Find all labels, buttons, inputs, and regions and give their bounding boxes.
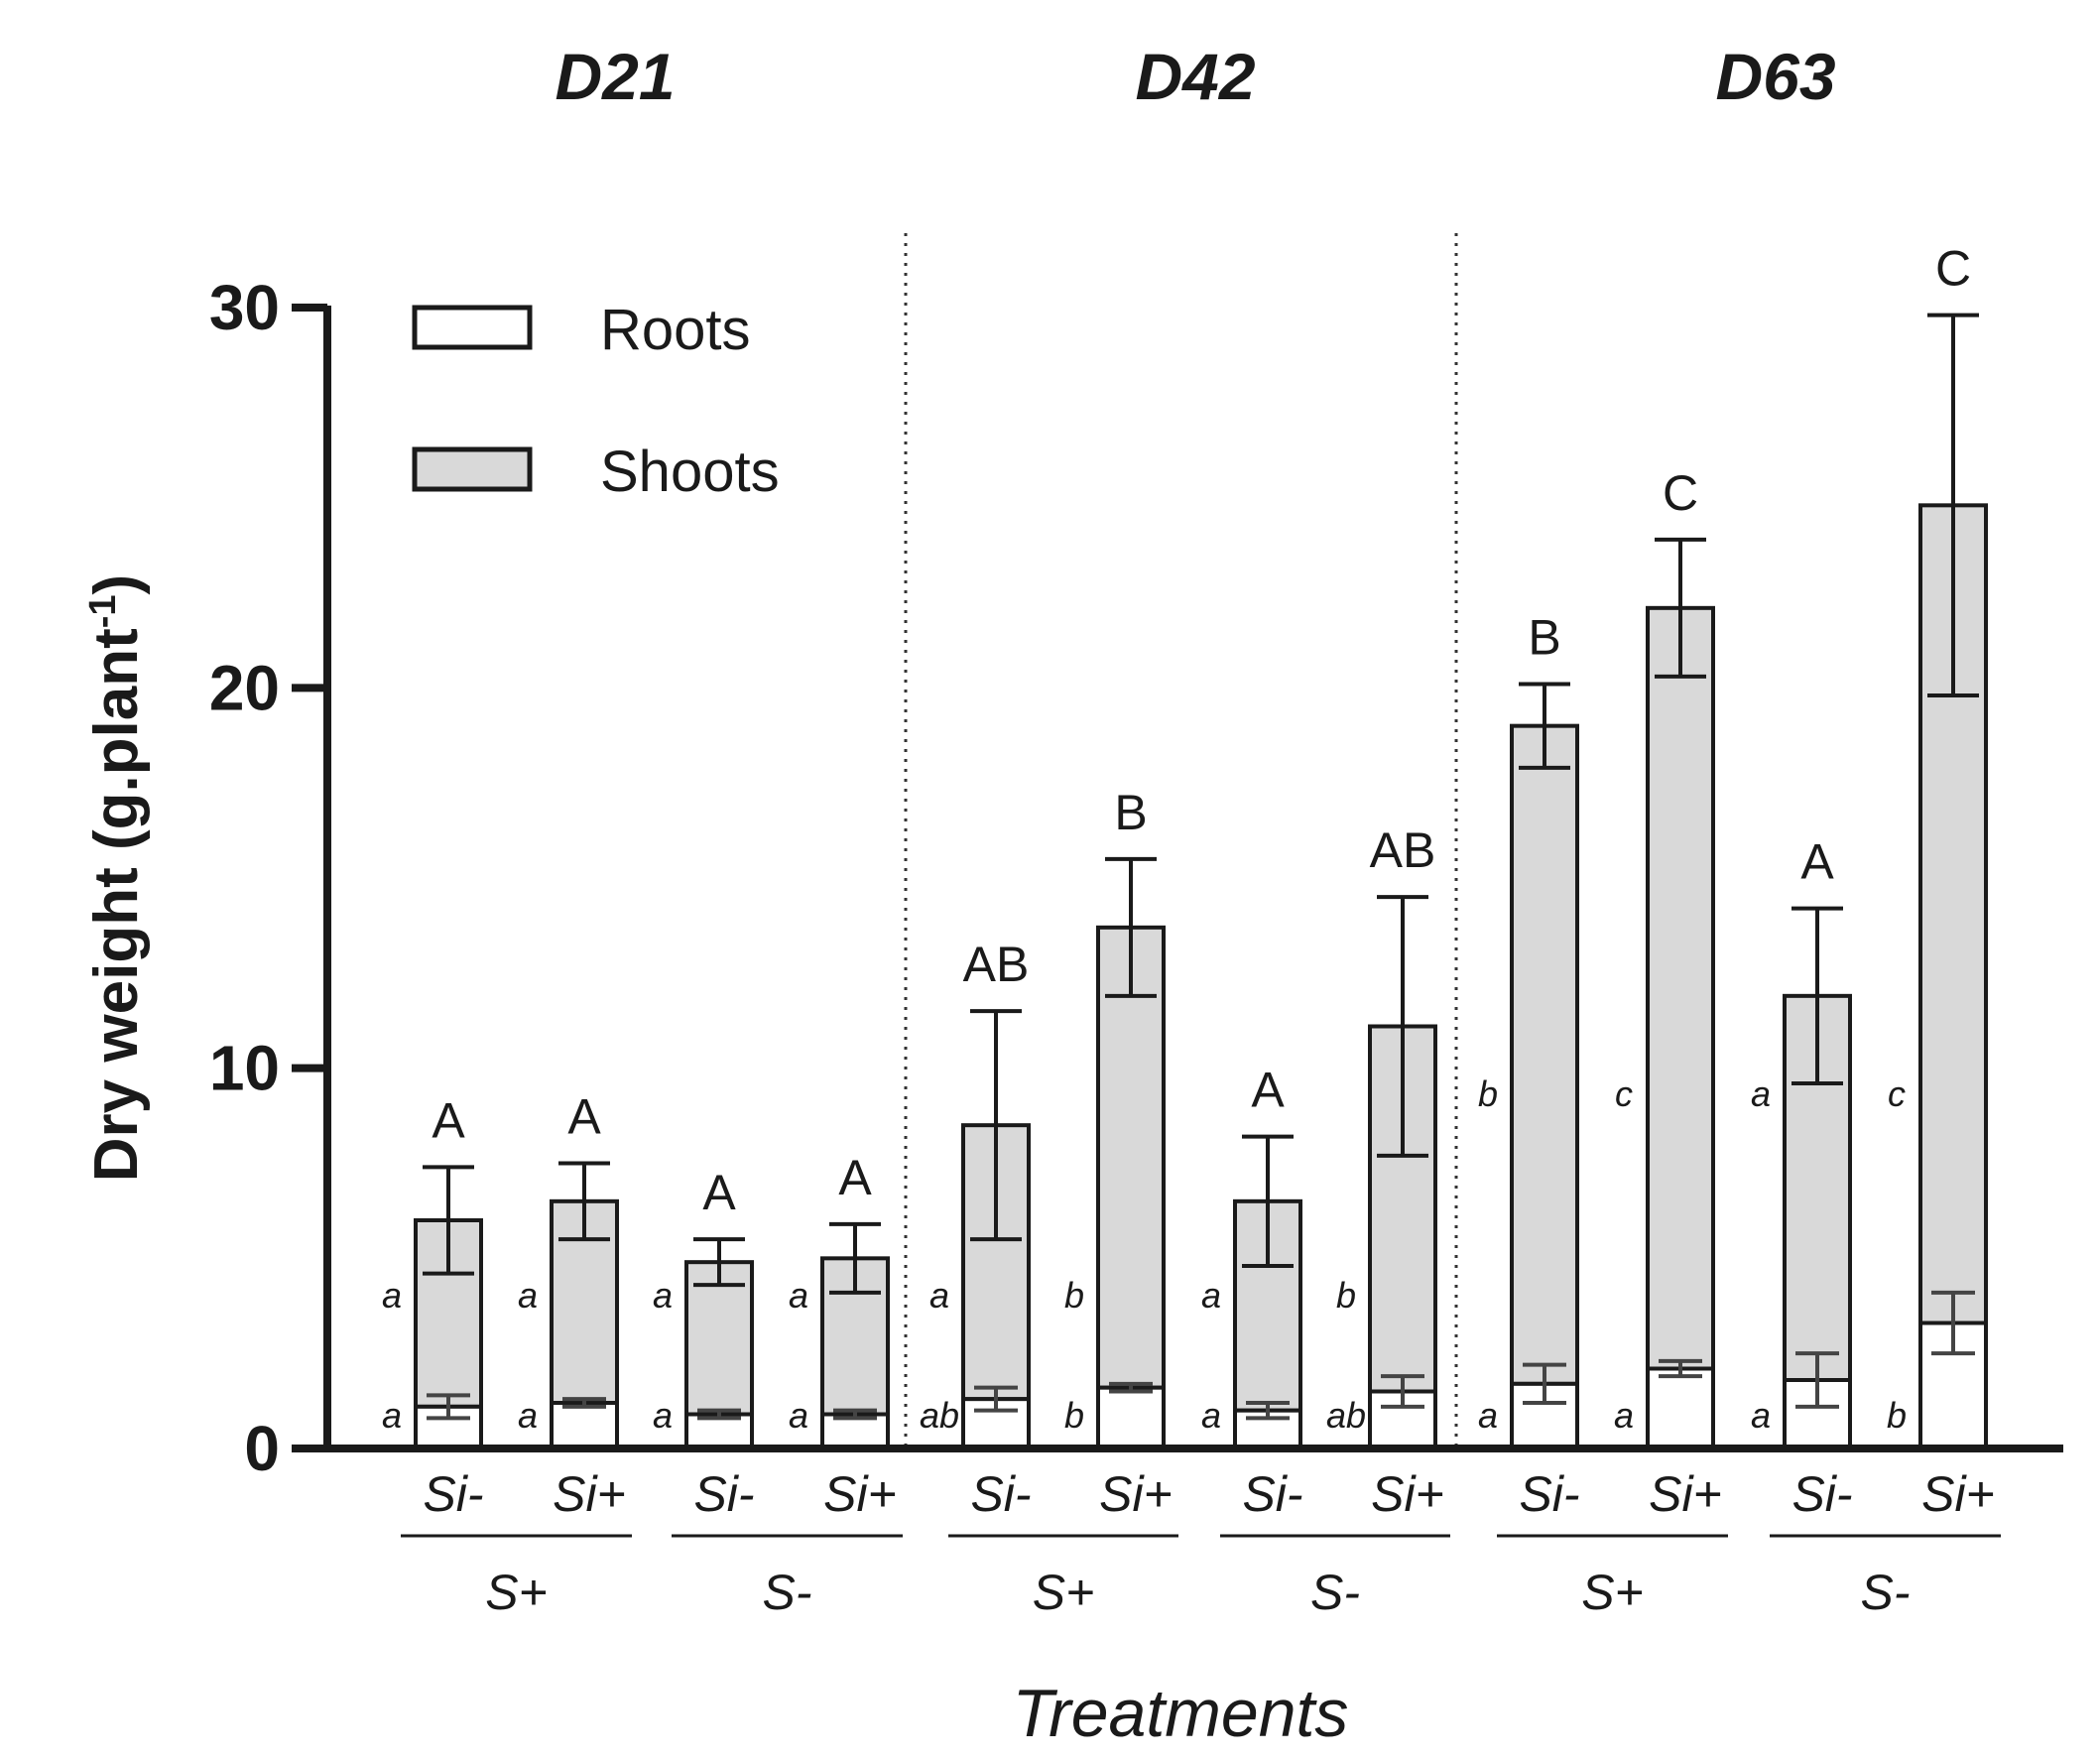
s-treatment-label: S+ <box>1033 1565 1095 1620</box>
shoot-bar-segment <box>1646 605 1715 1371</box>
y-tick-label: 30 <box>209 272 280 343</box>
significance-letter-total: B <box>1114 785 1147 840</box>
day-title-d21: D21 <box>555 40 675 113</box>
significance-letter-shoots: a <box>382 1275 402 1316</box>
si-treatment-label: Si- <box>423 1466 483 1522</box>
significance-letter-shoots: a <box>929 1275 949 1316</box>
significance-letter-total: A <box>567 1089 601 1145</box>
significance-letter-shoots: c <box>1615 1073 1633 1114</box>
significance-letter-total: B <box>1528 610 1560 666</box>
root-bar-segment <box>550 1401 619 1450</box>
significance-letter-shoots: a <box>518 1275 538 1316</box>
significance-letter-roots: ab <box>1326 1395 1366 1436</box>
significance-letter-roots: b <box>1887 1395 1907 1436</box>
significance-letter-roots: a <box>518 1395 538 1436</box>
x-axis-label: Treatments <box>1013 1676 1349 1751</box>
si-treatment-label: Si+ <box>1371 1466 1444 1522</box>
significance-letter-roots: ab <box>920 1395 959 1436</box>
significance-letter-shoots: a <box>1201 1275 1221 1316</box>
significance-letter-roots: a <box>1478 1395 1498 1436</box>
significance-letter-total: A <box>838 1150 872 1205</box>
legend-swatch-roots <box>412 305 533 350</box>
significance-letter-shoots: a <box>1751 1073 1771 1114</box>
s-treatment-label: S+ <box>485 1565 548 1620</box>
significance-letter-shoots: b <box>1064 1275 1084 1316</box>
root-bar-segment <box>1510 1381 1579 1451</box>
s-treatment-label: S- <box>763 1565 812 1620</box>
significance-letter-roots: a <box>1201 1395 1221 1436</box>
legend-label-shoots: Shoots <box>600 440 780 504</box>
day-title-d63: D63 <box>1715 40 1835 113</box>
day-title-d42: D42 <box>1135 40 1255 113</box>
significance-letter-shoots: c <box>1888 1073 1906 1114</box>
legend-swatch-shoots <box>412 446 533 492</box>
s-treatment-label: S- <box>1861 1565 1911 1620</box>
root-bar-segment <box>1646 1366 1715 1450</box>
significance-letter-roots: b <box>1064 1395 1084 1436</box>
si-treatment-label: Si+ <box>823 1466 897 1522</box>
y-tick-label: 0 <box>244 1413 280 1484</box>
si-treatment-label: Si+ <box>553 1466 626 1522</box>
si-treatment-label: Si+ <box>1921 1466 1995 1522</box>
s-treatment-label: S- <box>1310 1565 1360 1620</box>
significance-letter-shoots: b <box>1478 1073 1498 1114</box>
significance-letter-shoots: a <box>653 1275 673 1316</box>
y-axis-label: Dry weight (g.plant-1) <box>82 574 151 1182</box>
si-treatment-label: Si- <box>1519 1466 1579 1522</box>
y-tick-label: 10 <box>209 1033 280 1104</box>
significance-letter-roots: a <box>382 1395 402 1436</box>
significance-letter-total: A <box>432 1092 465 1148</box>
si-treatment-label: Si- <box>970 1466 1031 1522</box>
significance-letter-total: AB <box>1370 822 1436 878</box>
significance-letter-shoots: b <box>1336 1275 1356 1316</box>
significance-letter-roots: a <box>653 1395 673 1436</box>
significance-letter-total: A <box>1251 1063 1285 1118</box>
significance-letter-total: A <box>1800 834 1834 890</box>
si-treatment-label: Si- <box>1242 1466 1302 1522</box>
shoot-bar-segment <box>1510 723 1579 1386</box>
significance-letter-roots: a <box>1614 1395 1634 1436</box>
significance-letter-total: C <box>1935 241 1971 297</box>
si-treatment-label: Si+ <box>1649 1466 1722 1522</box>
si-treatment-label: Si+ <box>1099 1466 1173 1522</box>
si-treatment-label: Si- <box>693 1466 754 1522</box>
significance-letter-total: AB <box>963 937 1030 992</box>
significance-letter-total: C <box>1663 465 1698 521</box>
significance-letter-roots: a <box>1751 1395 1771 1436</box>
significance-letter-total: A <box>702 1165 736 1220</box>
root-bar-segment <box>1096 1385 1166 1450</box>
significance-letter-roots: a <box>789 1395 808 1436</box>
significance-letter-shoots: a <box>789 1275 808 1316</box>
legend-label-roots: Roots <box>600 298 751 362</box>
y-tick-label: 20 <box>209 652 280 723</box>
si-treatment-label: Si- <box>1791 1466 1852 1522</box>
s-treatment-label: S+ <box>1581 1565 1644 1620</box>
